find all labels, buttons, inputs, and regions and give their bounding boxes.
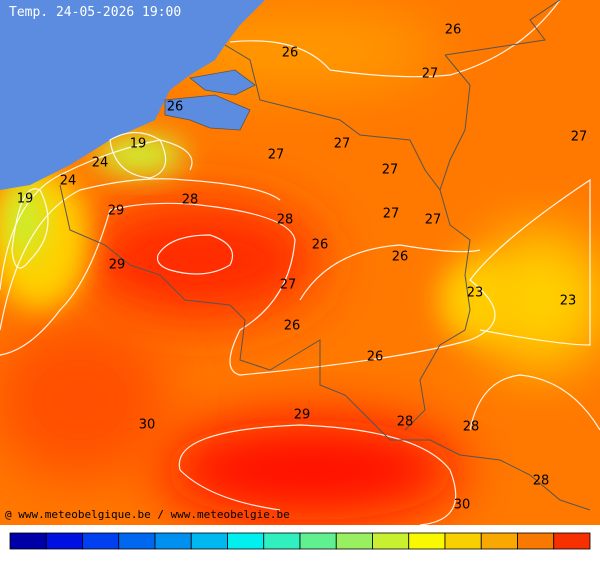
- contour-label: 28: [277, 213, 294, 228]
- scale-swatch: [444, 532, 482, 550]
- contour-label: 27: [422, 67, 439, 82]
- scale-swatch: [299, 532, 337, 550]
- scale-swatch: [9, 532, 47, 550]
- scale-swatch: [263, 532, 301, 550]
- contour-label: 27: [382, 163, 399, 178]
- contour-label: 27: [425, 213, 442, 228]
- credit: @ www.meteobelgique.be / www.meteobelgie…: [5, 508, 290, 521]
- scale-swatch: [82, 532, 120, 550]
- temperature-field: [0, 0, 600, 525]
- contour-label: 19: [130, 137, 147, 152]
- contour-label: 29: [294, 408, 311, 423]
- contour-label: 27: [334, 137, 351, 152]
- contour-label: 28: [463, 420, 480, 435]
- scale-swatch: [118, 532, 156, 550]
- contour-label: 28: [397, 415, 414, 430]
- scale-swatch: [372, 532, 410, 550]
- scale-swatch: [480, 532, 518, 550]
- scale-swatch: [227, 532, 265, 550]
- contour-label: 30: [454, 498, 471, 513]
- contour-label: 27: [383, 207, 400, 222]
- contour-label: 28: [533, 474, 550, 489]
- contour-label: 26: [284, 319, 301, 334]
- color-scale: [9, 532, 591, 550]
- contour-label: 26: [367, 350, 384, 365]
- contour-label: 27: [280, 278, 297, 293]
- scale-swatch: [190, 532, 228, 550]
- contour-label: 24: [60, 174, 77, 189]
- contour-label: 27: [268, 148, 285, 163]
- contour-label: 23: [467, 286, 484, 301]
- contour-label: 26: [312, 238, 329, 253]
- contour-label: 26: [392, 250, 409, 265]
- scale-swatch: [553, 532, 591, 550]
- scale-swatch: [335, 532, 373, 550]
- scale-swatch: [45, 532, 83, 550]
- contour-label: 29: [109, 258, 126, 273]
- contour-label: 19: [17, 192, 34, 207]
- contour-label: 30: [139, 418, 156, 433]
- map-title: Temp. 24-05-2026 19:00: [9, 5, 181, 20]
- contour-label: 26: [167, 100, 184, 115]
- contour-label: 24: [92, 156, 109, 171]
- contour-label: 29: [108, 204, 125, 219]
- scale-swatch: [154, 532, 192, 550]
- contour-label: 27: [571, 130, 588, 145]
- contour-label: 23: [560, 294, 577, 309]
- scale-swatch: [408, 532, 446, 550]
- scale-swatch: [517, 532, 555, 550]
- contour-label: 28: [182, 193, 199, 208]
- contour-label: 26: [282, 46, 299, 61]
- contour-label: 26: [445, 23, 462, 38]
